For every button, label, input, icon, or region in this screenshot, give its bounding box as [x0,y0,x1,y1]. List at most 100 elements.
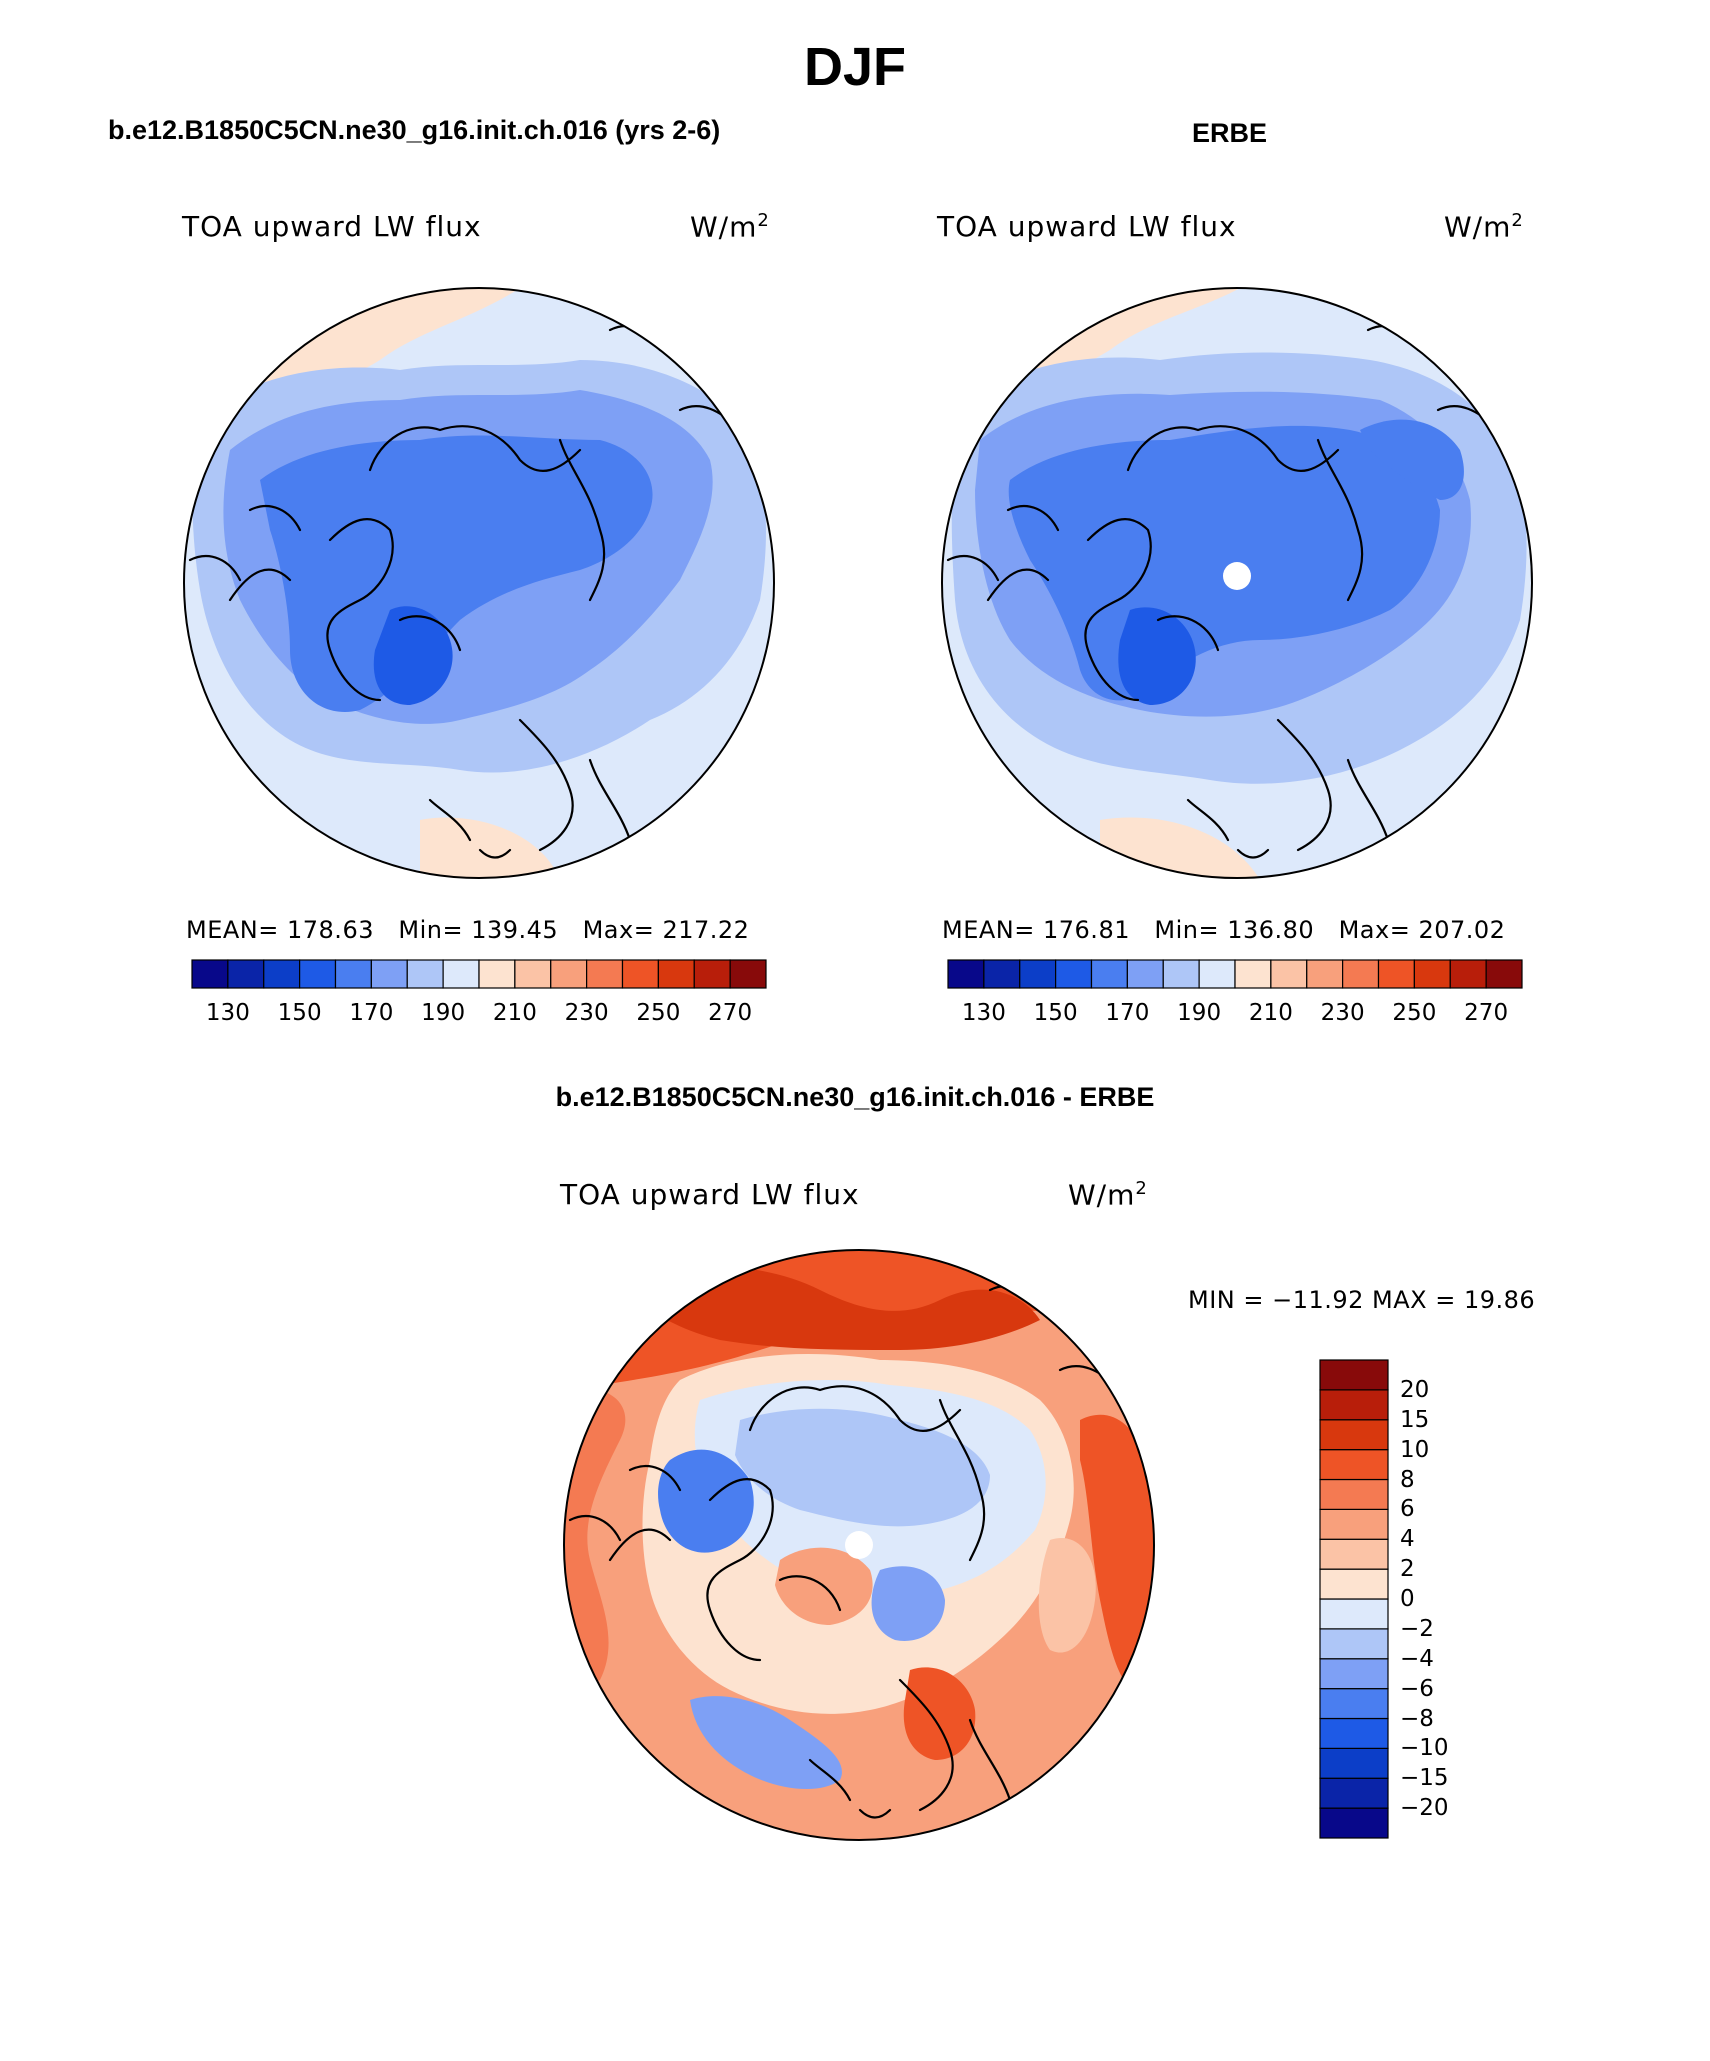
colorbar-box [947,959,985,989]
colorbar-box [1319,1508,1389,1540]
colorbar-box [1319,1628,1389,1660]
panel2-stats: MEAN= 176.81 Min= 136.80 Max= 207.02 [942,916,1506,944]
panel1-min-value: 139.45 [471,916,559,944]
colorbar-box [1234,959,1272,989]
colorbar-box [1449,959,1487,989]
colorbar-box [1090,959,1128,989]
colorbar-box [478,959,516,989]
colorbar-tick-label: 8 [1400,1466,1415,1493]
panel3-heading: b.e12.B1850C5CN.ne30_g16.init.ch.016 - E… [555,1082,1155,1112]
colorbar-box [299,959,337,989]
colorbar-tick-label: −8 [1400,1705,1434,1732]
colorbar-tick-label: 190 [1177,1000,1222,1026]
colorbar-tick-label: 170 [1105,1000,1150,1026]
colorbar-box [1319,1478,1389,1510]
panel3-colorbar [1319,1359,1389,1839]
colorbar-tick-label: 250 [1392,1000,1437,1026]
colorbar-box [370,959,408,989]
panel2-colorbar [947,959,1523,989]
colorbar-box [1162,959,1200,989]
colorbar-box [1198,959,1236,989]
panel1-map-border [183,287,775,879]
colorbar-box [1377,959,1415,989]
panel3-map-border [563,1249,1155,1841]
colorbar-box [1319,1688,1389,1720]
figure-title: DJF [803,37,906,97]
colorbar-box [514,959,552,989]
colorbar-box [1319,1449,1389,1481]
panel1-stats: MEAN= 178.63 Min= 139.45 Max= 217.22 [186,916,750,944]
colorbar-box [1319,1747,1389,1779]
panel2-units-label: W/m2 [1444,210,1524,244]
colorbar-box [1126,959,1164,989]
colorbar-box [550,959,588,989]
colorbar-box [1319,1777,1389,1809]
colorbar-box [191,959,229,989]
panel1-units-label: W/m2 [690,210,770,244]
colorbar-tick-label: −10 [1400,1735,1449,1762]
panel1-heading: b.e12.B1850C5CN.ne30_g16.init.ch.016 (yr… [108,115,721,145]
panel2-max-value: 207.02 [1418,916,1506,944]
colorbar-box [1055,959,1093,989]
panel1-mean-value: 178.63 [287,916,374,944]
colorbar-box [1319,1538,1389,1570]
colorbar-box [1485,959,1523,989]
colorbar-tick-label: 20 [1400,1376,1430,1403]
colorbar-box [1319,1807,1389,1839]
colorbar-box [1319,1568,1389,1600]
panel1-variable-label: TOA upward LW flux [182,210,482,243]
panel1-max-value: 217.22 [662,916,750,944]
panel2-mean-value: 176.81 [1043,916,1130,944]
colorbar-tick-label: −2 [1400,1615,1434,1642]
colorbar-box [1319,1419,1389,1451]
colorbar-box [693,959,731,989]
colorbar-tick-label: 130 [961,1000,1006,1026]
colorbar-tick-label: −6 [1400,1675,1434,1702]
panel3-units-label: W/m2 [1068,1178,1148,1212]
colorbar-tick-label: −20 [1400,1795,1449,1822]
colorbar-tick-label: 4 [1400,1526,1415,1553]
colorbar-tick-label: 150 [1033,1000,1078,1026]
colorbar-box [1270,959,1308,989]
colorbar-tick-label: 0 [1400,1586,1415,1612]
colorbar-box [1019,959,1057,989]
colorbar-box [406,959,444,989]
colorbar-tick-label: 270 [708,1000,753,1026]
panel2-map-border [941,287,1533,879]
colorbar-box [442,959,480,989]
colorbar-box [227,959,265,989]
colorbar-box [1319,1658,1389,1690]
colorbar-box [334,959,372,989]
colorbar-tick-label: 210 [1248,1000,1293,1026]
colorbar-tick-label: 190 [421,1000,466,1026]
colorbar-box [983,959,1021,989]
panel2-min-value: 136.80 [1227,916,1315,944]
colorbar-tick-label: 210 [492,1000,537,1026]
colorbar-box [729,959,767,989]
colorbar-box [657,959,695,989]
colorbar-tick-label: 6 [1400,1496,1415,1523]
panel1-map [184,288,774,878]
colorbar-tick-label: −4 [1400,1645,1434,1672]
colorbar-box [586,959,624,989]
panel2-variable-label: TOA upward LW flux [937,210,1237,243]
panel3-variable-label: TOA upward LW flux [560,1178,860,1211]
colorbar-tick-label: 15 [1400,1406,1430,1433]
colorbar-box [1319,1389,1389,1421]
colorbar-tick-label: 170 [349,1000,394,1026]
colorbar-box [1306,959,1344,989]
panel1-colorbar [191,959,767,989]
colorbar-tick-label: 230 [1320,1000,1365,1026]
colorbar-box [1319,1598,1389,1630]
colorbar-box [1319,1717,1389,1749]
colorbar-tick-label: −15 [1400,1765,1449,1792]
panel2-heading: ERBE [1192,118,1268,148]
colorbar-tick-label: 150 [277,1000,322,1026]
colorbar-box [1413,959,1451,989]
colorbar-tick-label: 230 [564,1000,609,1026]
colorbar-tick-label: 250 [636,1000,681,1026]
colorbar-box [621,959,659,989]
colorbar-tick-label: 130 [205,1000,250,1026]
colorbar-tick-label: 270 [1464,1000,1509,1026]
